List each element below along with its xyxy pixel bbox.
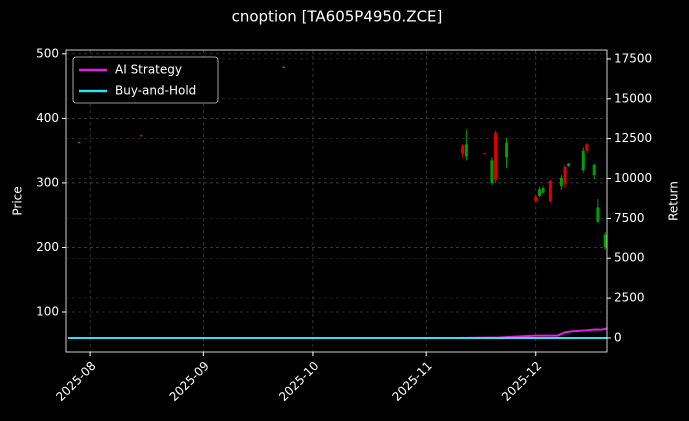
x-tick-label: 2025-08 <box>53 359 98 404</box>
candle-body <box>483 153 487 155</box>
y2-tick-label: 2500 <box>614 291 645 305</box>
candle-body <box>282 66 286 68</box>
candle-body <box>461 145 465 154</box>
candle-body <box>494 132 498 180</box>
y-tick-label: 200 <box>36 240 59 254</box>
y2-tick-label: 10000 <box>614 171 652 185</box>
x-tick-label: 2025-11 <box>389 359 434 404</box>
x-tick-label: 2025-10 <box>276 359 321 404</box>
candle-body <box>77 142 81 144</box>
legend: AI Strategy Buy-and-Hold <box>72 56 219 104</box>
candle-body <box>490 160 494 183</box>
x-tick-label: 2025-12 <box>499 359 544 404</box>
candle-body <box>464 144 468 157</box>
candle-body <box>541 188 545 193</box>
y-tick-label: 100 <box>36 304 59 318</box>
y-tick-label: 300 <box>36 175 59 189</box>
y-axis-label: Price <box>11 186 25 215</box>
candle-body <box>537 189 541 196</box>
chart-title: cnoption [TA605P4950.ZCE] <box>232 8 443 26</box>
y2-tick-label: 5000 <box>614 251 645 265</box>
y-tick-label: 400 <box>36 111 59 125</box>
candle-body <box>534 196 538 201</box>
candle-body <box>548 180 552 201</box>
candle-body <box>592 164 596 176</box>
candle-body <box>139 135 143 137</box>
candle-body <box>563 166 567 185</box>
plot-frame <box>65 49 608 353</box>
y2-tick-label: 0 <box>614 330 622 344</box>
y2-tick-label: 15000 <box>614 91 652 105</box>
candle-body <box>559 177 563 187</box>
x-tick-label: 2025-09 <box>167 359 212 404</box>
y2-axis-label: Return <box>667 181 681 221</box>
legend-label: Buy-and-Hold <box>115 84 196 98</box>
y2-tick-label: 12500 <box>614 131 652 145</box>
legend-label: AI Strategy <box>115 63 182 77</box>
candle-body <box>505 142 509 158</box>
candle-body <box>567 163 571 167</box>
return-line <box>68 327 608 339</box>
y-tick-label: 500 <box>36 46 59 60</box>
candle-body <box>603 234 607 248</box>
candle-body <box>596 207 600 222</box>
y2-tick-label: 17500 <box>614 51 652 65</box>
candle-body <box>581 150 585 171</box>
legend-box <box>72 56 219 104</box>
y2-tick-label: 7500 <box>614 211 645 225</box>
candle-body <box>585 144 589 151</box>
